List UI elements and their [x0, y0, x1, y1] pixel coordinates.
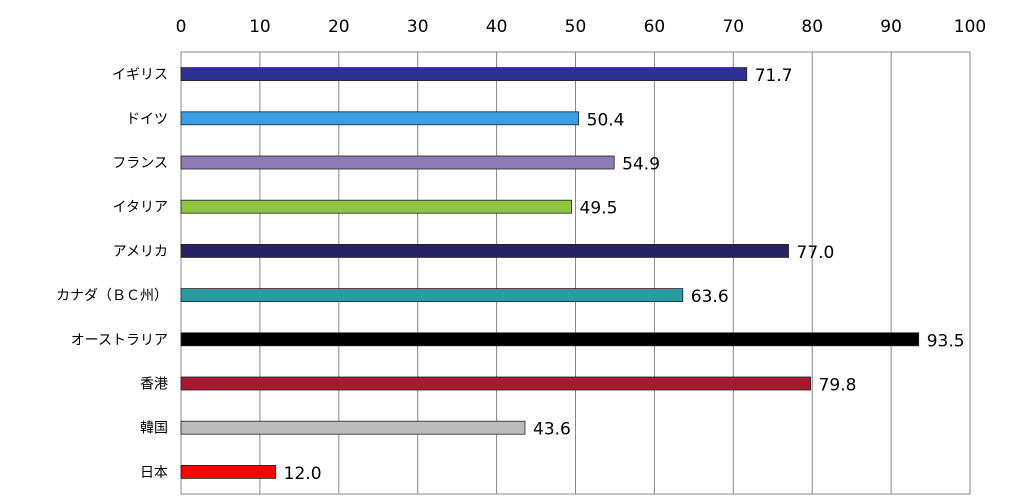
category-label: 日本	[140, 465, 168, 481]
data-label: 79.8	[819, 376, 857, 396]
bar	[180, 288, 684, 303]
category-label: 韓国	[140, 421, 168, 437]
bar	[180, 376, 812, 391]
x-tick-label: 20	[328, 17, 350, 37]
category-label: イギリス	[112, 67, 168, 83]
data-label: 12.0	[284, 464, 322, 484]
data-labels: 71.7 50.4 54.9 49.5 77.0 63.6 93.5 79.8 43.6 12.0	[284, 66, 965, 484]
category-label: ドイツ	[126, 111, 168, 127]
data-label: 71.7	[755, 66, 793, 86]
x-tick-label: 50	[565, 17, 587, 37]
x-tick-label: 60	[644, 17, 666, 37]
data-label: 50.4	[587, 110, 625, 130]
data-label: 77.0	[797, 243, 835, 263]
bar	[180, 199, 572, 214]
data-label: 54.9	[622, 155, 660, 175]
x-tick-label: 30	[407, 17, 429, 37]
x-axis-ticks: 0 10 20 30 40 50 60 70 80 90 100	[176, 17, 987, 37]
bar	[180, 464, 277, 479]
data-label: 63.6	[691, 287, 729, 307]
grid-lines	[180, 51, 971, 495]
category-label: イタリア	[113, 200, 168, 216]
x-tick-label: 100	[954, 17, 986, 37]
category-label: カナダ（ＢＣ州）	[56, 288, 168, 304]
category-label: オーストラリア	[71, 332, 168, 348]
x-tick-label: 10	[249, 17, 271, 37]
bar	[180, 67, 748, 81]
bars	[180, 67, 920, 479]
x-tick-label: 80	[801, 17, 823, 37]
bar	[180, 332, 920, 347]
x-tick-label: 90	[880, 17, 902, 37]
category-label: フランス	[112, 156, 168, 172]
x-tick-label: 40	[486, 17, 508, 37]
x-tick-label: 0	[176, 17, 187, 37]
x-tick-label: 70	[722, 17, 744, 37]
data-label: 43.6	[533, 420, 571, 440]
bar	[180, 243, 789, 258]
bar	[180, 155, 615, 170]
category-label: アメリカ	[113, 244, 168, 260]
bar	[180, 111, 580, 126]
category-label: 香港	[140, 377, 168, 393]
bar	[180, 420, 526, 435]
data-label: 93.5	[927, 331, 965, 351]
data-label: 49.5	[580, 199, 618, 219]
